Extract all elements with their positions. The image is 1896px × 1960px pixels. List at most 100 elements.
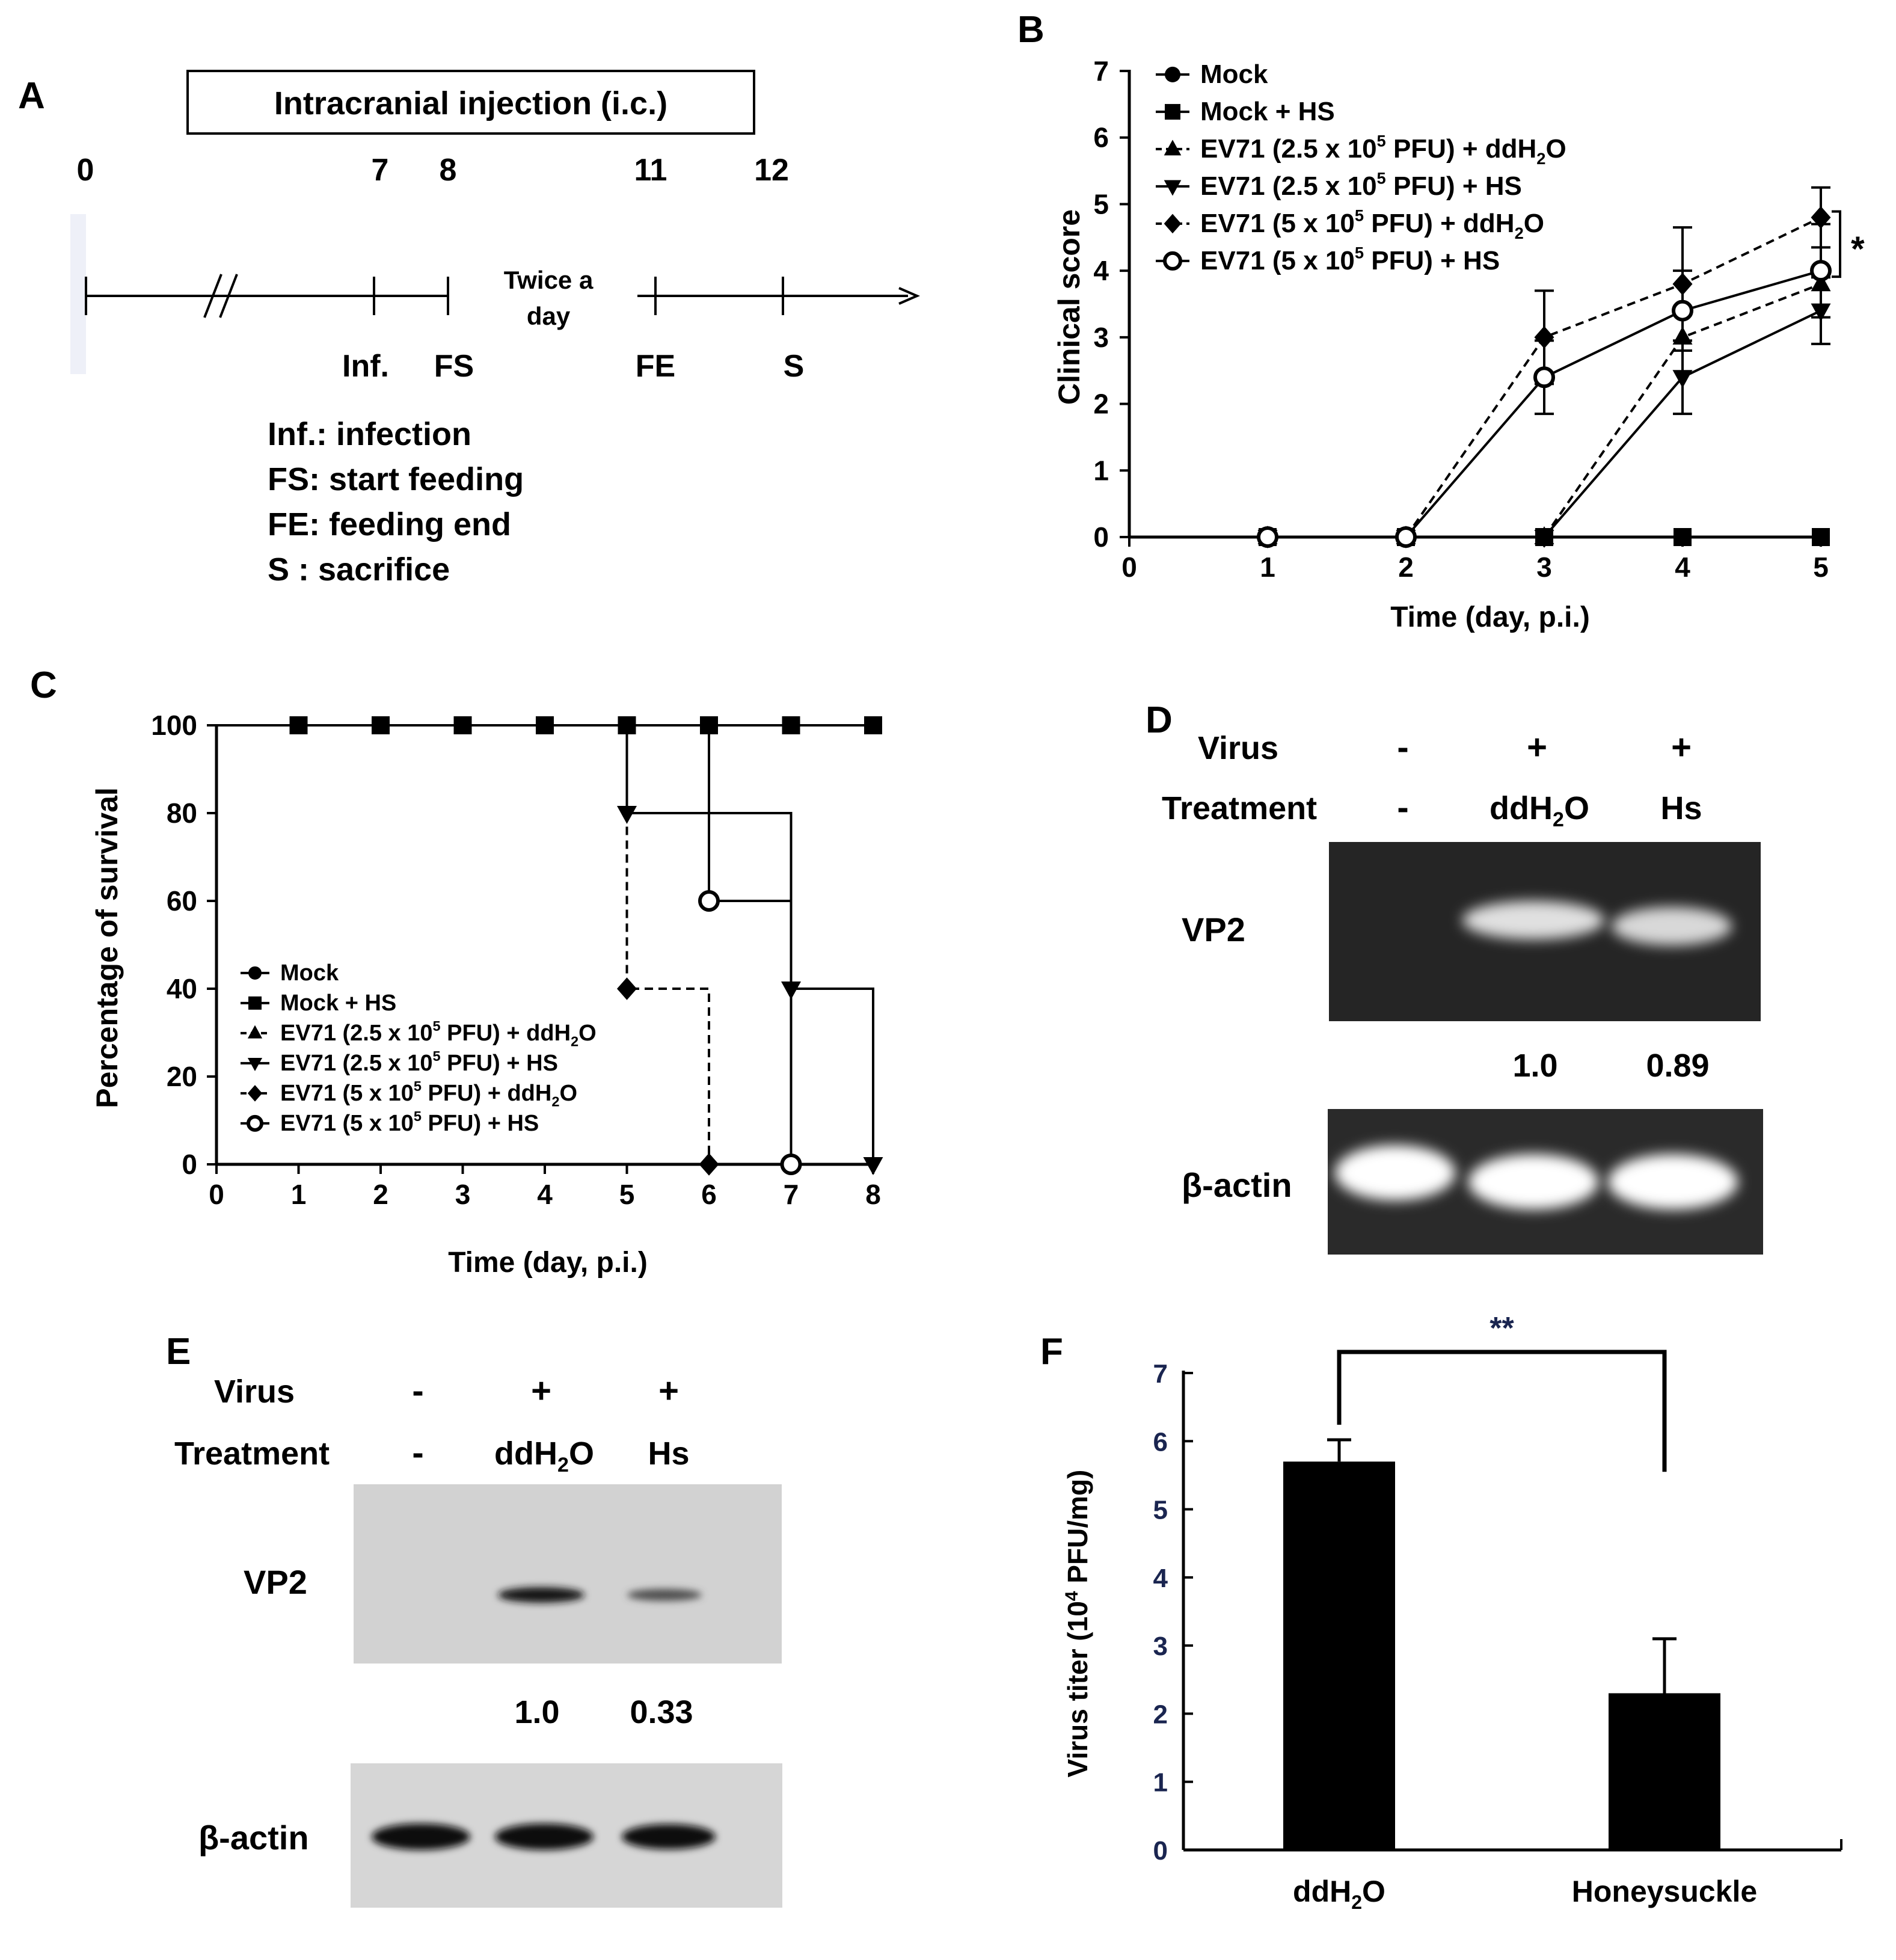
gel-d-actin-band-2 — [1468, 1154, 1598, 1209]
legend-entry-6: EV71 (5 x 105 PFU) + HS — [1156, 244, 1500, 275]
legend-marker-triangle-down — [247, 1058, 263, 1072]
y-tick-label: 0 — [1093, 521, 1109, 553]
gel-e-treatment-lane-3: Hs — [648, 1436, 689, 1472]
legend-entry-6: EV71 (5 x 105 PFU) + HS — [241, 1108, 539, 1136]
y-tick-label: 0 — [182, 1149, 197, 1180]
timeline — [70, 214, 921, 374]
legend-marker-triangle-up — [1164, 140, 1182, 156]
gel-e-vp2-band-ddh2o — [498, 1587, 584, 1603]
y-tick-label: 2 — [1153, 1700, 1168, 1729]
gel-d-ratio-hs: 0.89 — [1646, 1048, 1709, 1084]
panel-a: A Intracranial injection (i.c.) 0 7 8 11… — [18, 70, 921, 588]
legend-entry-3: EV71 (2.5 x 105 PFU) + ddH2O — [1156, 132, 1566, 168]
clinical-score-legend: Mock Mock + HS EV71 (2.5 x 105 PFU) + ddH2… — [1156, 60, 1566, 275]
injection-box — [186, 70, 755, 135]
gel-d-treatment-lane-3: Hs — [1660, 790, 1702, 826]
data-point — [1672, 272, 1693, 296]
x-category-label: Honeysuckle — [1572, 1875, 1757, 1908]
bar-ddh2o — [1283, 1438, 1395, 1850]
legend-marker-diamond — [247, 1085, 263, 1102]
data-point — [1534, 530, 1554, 548]
bar-honeysuckle — [1609, 1637, 1720, 1850]
panel-letter-e: E — [166, 1331, 191, 1372]
data-point — [782, 716, 800, 734]
data-point — [780, 1154, 802, 1175]
y-tick-label: 20 — [167, 1061, 197, 1092]
gel-d-treatment-lane-2: ddH2O — [1489, 790, 1589, 831]
data-point — [1811, 273, 1831, 292]
y-tick-label: 60 — [167, 885, 197, 917]
data-point — [698, 890, 720, 912]
data-point — [617, 806, 637, 824]
event-label-feeding-end: FE — [636, 349, 675, 384]
legend-marker-circle — [1165, 66, 1180, 82]
day-label-12: 12 — [754, 153, 789, 188]
gel-e-actin-band-2 — [495, 1823, 594, 1850]
legend-start-feeding: FS: start feeding — [268, 461, 524, 497]
legend-label: Mock — [280, 960, 339, 986]
x-tick-label: 1 — [291, 1179, 307, 1210]
bar — [1609, 1693, 1720, 1850]
legend-label: EV71 (2.5 x 105 PFU) + ddH2O — [1200, 132, 1566, 168]
markers-ev71-5-x-10-5-pfu-hs — [698, 890, 802, 1175]
legend-entry-1: Mock — [1156, 60, 1268, 89]
data-point — [1672, 326, 1693, 345]
legend-label: EV71 (5 x 105 PFU) + HS — [1200, 244, 1500, 275]
panel-f: F 0 1 2 3 4 5 6 7 Virus titer (104 PFU/mg) ddH2O H… — [1040, 1311, 1842, 1913]
injection-box-title: Intracranial injection (i.c.) — [274, 85, 667, 121]
gel-e-ratio-ddh2o: 1.0 — [514, 1694, 559, 1730]
gel-e-virus-lane-3: + — [658, 1371, 679, 1410]
panel-d: D Virus Treatment - + + - ddH2O Hs VP2 1… — [1146, 699, 1763, 1255]
legend-marker-square — [248, 996, 262, 1010]
x-tick-label: 2 — [373, 1179, 388, 1210]
gel-e-vp2-image — [354, 1484, 782, 1664]
series-ev71-2-5-x-10-5-pfu-hs — [1268, 276, 1830, 538]
x-axis-title: Time (day, p.i.) — [1390, 601, 1590, 633]
legend-feeding-end: FE: feeding end — [268, 506, 511, 542]
legend-entry-3: EV71 (2.5 x 105 PFU) + ddH2O — [241, 1018, 597, 1049]
gel-d-virus-lane-1: - — [1397, 728, 1408, 767]
gel-d-vp2-band-ddh2o — [1462, 901, 1604, 939]
panel-b: B 0 1 2 3 4 5 0 1 2 3 4 5 6 7 Time (day, p.i.) Clinical… — [1017, 9, 1865, 633]
x-tick-label: 8 — [865, 1179, 881, 1210]
panel-letter-a: A — [18, 75, 45, 117]
data-point — [1674, 528, 1692, 546]
x-tick-label: 3 — [455, 1179, 471, 1210]
bar — [1283, 1461, 1395, 1850]
x-tick-label: 4 — [1675, 551, 1690, 583]
data-point — [1812, 528, 1830, 546]
data-point — [617, 977, 637, 1000]
gel-e-actin-band-3 — [622, 1824, 716, 1849]
gel-d-actin-band-1 — [1335, 1145, 1455, 1200]
x-tick-label: 4 — [537, 1179, 553, 1210]
data-point — [1534, 326, 1554, 349]
clinical-score-chart: 0 1 2 3 4 5 0 1 2 3 4 5 6 7 Time (day, p.i.) Clinical s… — [1052, 55, 1865, 633]
markers-ev71-5-x-10-5-pfu-ddh2o — [617, 977, 719, 1176]
day-label-8: 8 — [440, 153, 457, 188]
y-tick-label: 4 — [1153, 1564, 1168, 1593]
x-tick-label: 5 — [619, 1179, 635, 1210]
data-point — [1811, 206, 1831, 229]
event-label-infection: Inf. — [342, 349, 389, 384]
panel-e: E Virus Treatment - + + - ddH2O Hs VP2 1… — [166, 1331, 782, 1908]
gel-d-treatment-label: Treatment — [1162, 790, 1317, 826]
legend-infection: Inf.: infection — [268, 416, 471, 452]
y-tick-label: 5 — [1153, 1496, 1168, 1525]
legend-marker-triangle-down — [1164, 180, 1182, 196]
series-ev71-5-x-10-5-pfu-ddh2o — [1268, 186, 1830, 538]
legend-marker-circle — [248, 966, 262, 980]
day-label-0: 0 — [77, 153, 94, 188]
gel-e-virus-label: Virus — [214, 1374, 295, 1410]
legend-entry-5: EV71 (5 x 105 PFU) + ddH2O — [1156, 206, 1544, 242]
legend-entry-2: Mock + HS — [1156, 97, 1335, 126]
x-tick-label: 2 — [1398, 551, 1414, 583]
virus-titer-chart: 0 1 2 3 4 5 6 7 Virus titer (104 PFU/mg) ddH2O Hon… — [1062, 1311, 1842, 1913]
gel-d-actin-label: β-actin — [1182, 1166, 1292, 1204]
y-tick-label: 3 — [1153, 1632, 1168, 1661]
panel-letter-d: D — [1146, 699, 1173, 741]
data-point — [1533, 366, 1555, 389]
y-tick-label: 3 — [1093, 322, 1109, 353]
y-tick-label: 5 — [1093, 188, 1109, 220]
gel-d-virus-lane-3: + — [1671, 728, 1692, 767]
gel-d-virus-label: Virus — [1198, 730, 1278, 766]
